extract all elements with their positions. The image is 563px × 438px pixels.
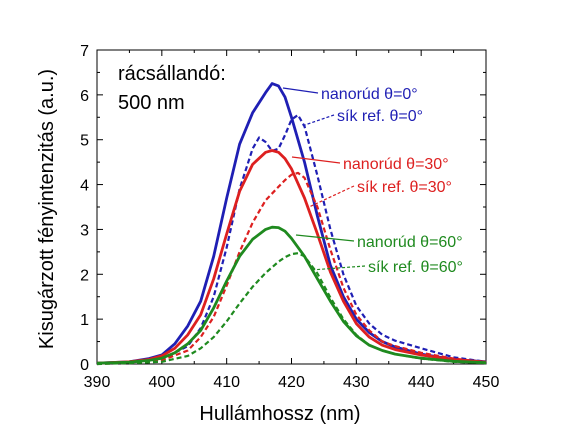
axis-ticks: 390 400 410 420 430 440 450 0 1 2 3 4 5 6 7 (80, 43, 499, 391)
x-tick-label: 410 (213, 374, 240, 391)
series-label-2: nanorúd θ=30° (343, 156, 449, 173)
annotation-line-1: rácsállandó: (118, 63, 226, 85)
series-label-leader-3 (308, 185, 355, 208)
y-tick-label: 2 (80, 267, 89, 284)
series-label-3: sík ref. θ=30° (357, 179, 452, 196)
y-tick-label: 5 (80, 133, 89, 150)
series-line-2 (96, 149, 487, 365)
x-tick-label: 390 (84, 374, 111, 391)
series-line-5 (96, 252, 487, 366)
series-line-3 (96, 171, 487, 366)
y-tick-label: 7 (80, 43, 89, 60)
series-label-leader-1 (301, 114, 335, 127)
annotation-line-2: 500 nm (118, 92, 185, 114)
series-label-leader-2 (291, 156, 341, 164)
series-label-4: nanorúd θ=60° (357, 234, 463, 251)
series-label-5: sík ref. θ=60° (368, 259, 463, 276)
series-label-leader-5 (310, 265, 366, 271)
x-axis-label: Hullámhossz (nm) (199, 403, 360, 425)
series-label-leader-4 (295, 234, 355, 242)
y-tick-label: 6 (80, 88, 89, 105)
y-tick-label: 3 (80, 222, 89, 239)
series-label-0: nanorúd θ=0° (321, 86, 418, 103)
series-layer (96, 82, 487, 366)
x-tick-label: 420 (278, 374, 305, 391)
series-label-leader-0 (282, 87, 319, 94)
series-labels: nanorúd θ=0° sík ref. θ=0° nanorúd θ=30° sí… (282, 86, 463, 276)
series-line-0 (96, 82, 487, 365)
y-tick-label: 4 (80, 178, 89, 195)
y-axis-label: Kisugárzott fényintenzitás (a.u.) (36, 69, 58, 349)
x-tick-label: 430 (343, 374, 370, 391)
series-label-1: sík ref. θ=0° (337, 108, 423, 125)
y-tick-label: 0 (80, 357, 89, 374)
x-tick-label: 440 (408, 374, 435, 391)
x-tick-label: 450 (473, 374, 500, 391)
y-tick-label: 1 (80, 312, 89, 329)
x-tick-label: 400 (148, 374, 175, 391)
